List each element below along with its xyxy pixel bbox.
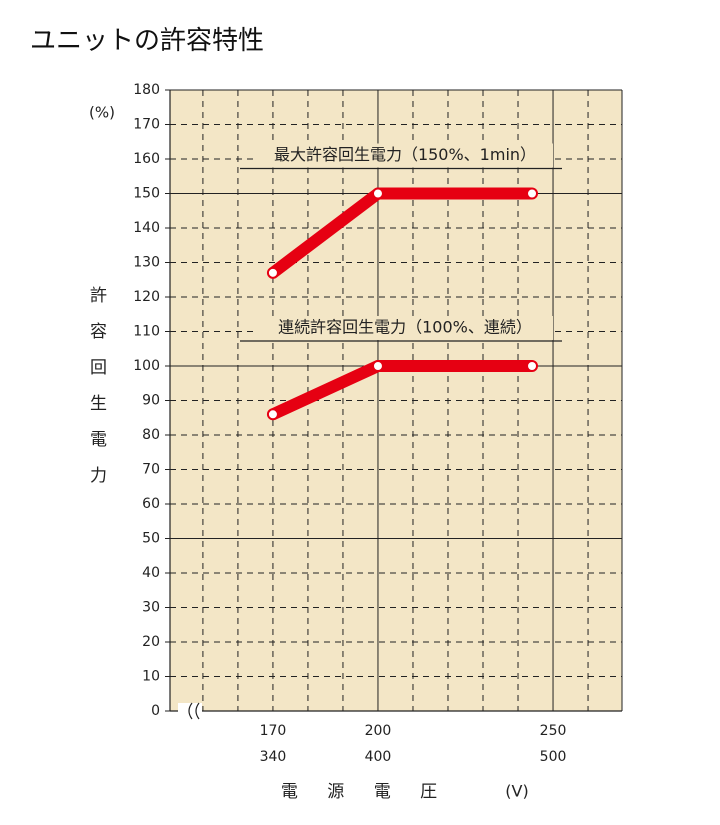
y-tick-label: 140 <box>133 220 160 236</box>
series-point <box>266 408 279 421</box>
y-tick-label: 60 <box>142 496 160 512</box>
x-axis-title: 電 源 電 圧 <box>281 782 449 802</box>
y-tick-label: 20 <box>142 634 160 650</box>
axis-break-bg <box>178 703 202 719</box>
y-tick-label: 180 <box>133 82 160 98</box>
y-tick-label: 170 <box>133 117 160 133</box>
x-tick-label-secondary: 500 <box>540 749 567 765</box>
axis-break <box>188 702 200 720</box>
chart-title: ユニットの許容特性 <box>30 26 265 56</box>
series-point <box>266 266 279 279</box>
y-tick-label: 0 <box>151 703 160 719</box>
y-axis-unit: (%) <box>89 104 115 122</box>
y-tick-label: 150 <box>133 186 160 202</box>
series-point <box>526 360 539 372</box>
y-tick-label: 100 <box>133 358 160 374</box>
y-tick-label: 90 <box>142 393 160 409</box>
y-axis-label: 許容回生電力 <box>86 286 106 502</box>
y-tick-label: 110 <box>133 324 160 340</box>
y-tick-label: 80 <box>142 427 160 443</box>
y-tick-label: 40 <box>142 565 160 581</box>
series-point <box>371 360 384 372</box>
y-tick-label: 160 <box>133 151 160 167</box>
series-label: 最大許容回生電力（150%、1min） <box>274 145 536 164</box>
series-point <box>526 187 539 200</box>
y-tick-label: 30 <box>142 600 160 616</box>
x-tick-label-secondary: 340 <box>260 749 287 765</box>
y-tick-label: 10 <box>142 669 160 685</box>
y-tick-label: 120 <box>133 289 160 305</box>
series-label-bg <box>258 143 553 168</box>
series-point <box>371 187 384 200</box>
x-tick-label: 250 <box>540 723 567 739</box>
x-tick-label: 200 <box>365 723 392 739</box>
y-tick-label: 70 <box>142 462 160 478</box>
series-label-bg <box>258 316 553 340</box>
x-axis-unit: (V) <box>505 782 528 801</box>
x-tick-label-secondary: 400 <box>365 749 392 765</box>
y-tick-label: 50 <box>142 531 160 547</box>
y-tick-label: 130 <box>133 255 160 271</box>
x-tick-label: 170 <box>260 723 287 739</box>
series-label: 連続許容回生電力（100%、連続） <box>278 318 532 337</box>
